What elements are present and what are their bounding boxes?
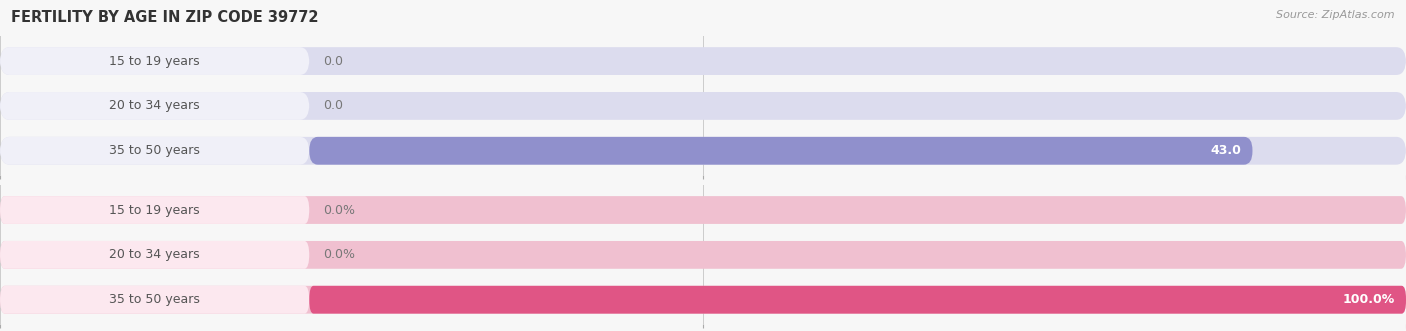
FancyBboxPatch shape	[0, 196, 1406, 224]
FancyBboxPatch shape	[0, 47, 309, 75]
Text: 15 to 19 years: 15 to 19 years	[110, 55, 200, 68]
Text: FERTILITY BY AGE IN ZIP CODE 39772: FERTILITY BY AGE IN ZIP CODE 39772	[11, 10, 319, 25]
Text: 100.0%: 100.0%	[1343, 293, 1395, 306]
FancyBboxPatch shape	[0, 92, 1406, 120]
FancyBboxPatch shape	[309, 137, 1253, 165]
FancyBboxPatch shape	[0, 286, 309, 313]
FancyBboxPatch shape	[0, 47, 1406, 75]
Text: 35 to 50 years: 35 to 50 years	[110, 144, 200, 157]
FancyBboxPatch shape	[309, 286, 1406, 313]
Text: Source: ZipAtlas.com: Source: ZipAtlas.com	[1277, 10, 1395, 20]
FancyBboxPatch shape	[0, 92, 309, 120]
Text: 20 to 34 years: 20 to 34 years	[110, 99, 200, 113]
Text: 0.0%: 0.0%	[323, 204, 356, 216]
FancyBboxPatch shape	[0, 241, 1406, 269]
FancyBboxPatch shape	[0, 286, 1406, 313]
FancyBboxPatch shape	[0, 196, 309, 224]
FancyBboxPatch shape	[0, 137, 1406, 165]
Text: 35 to 50 years: 35 to 50 years	[110, 293, 200, 306]
FancyBboxPatch shape	[0, 137, 309, 165]
Text: 20 to 34 years: 20 to 34 years	[110, 248, 200, 261]
FancyBboxPatch shape	[0, 241, 309, 269]
Text: 0.0: 0.0	[323, 99, 343, 113]
Text: 0.0%: 0.0%	[323, 248, 356, 261]
Text: 43.0: 43.0	[1211, 144, 1241, 157]
Text: 15 to 19 years: 15 to 19 years	[110, 204, 200, 216]
Text: 0.0: 0.0	[323, 55, 343, 68]
